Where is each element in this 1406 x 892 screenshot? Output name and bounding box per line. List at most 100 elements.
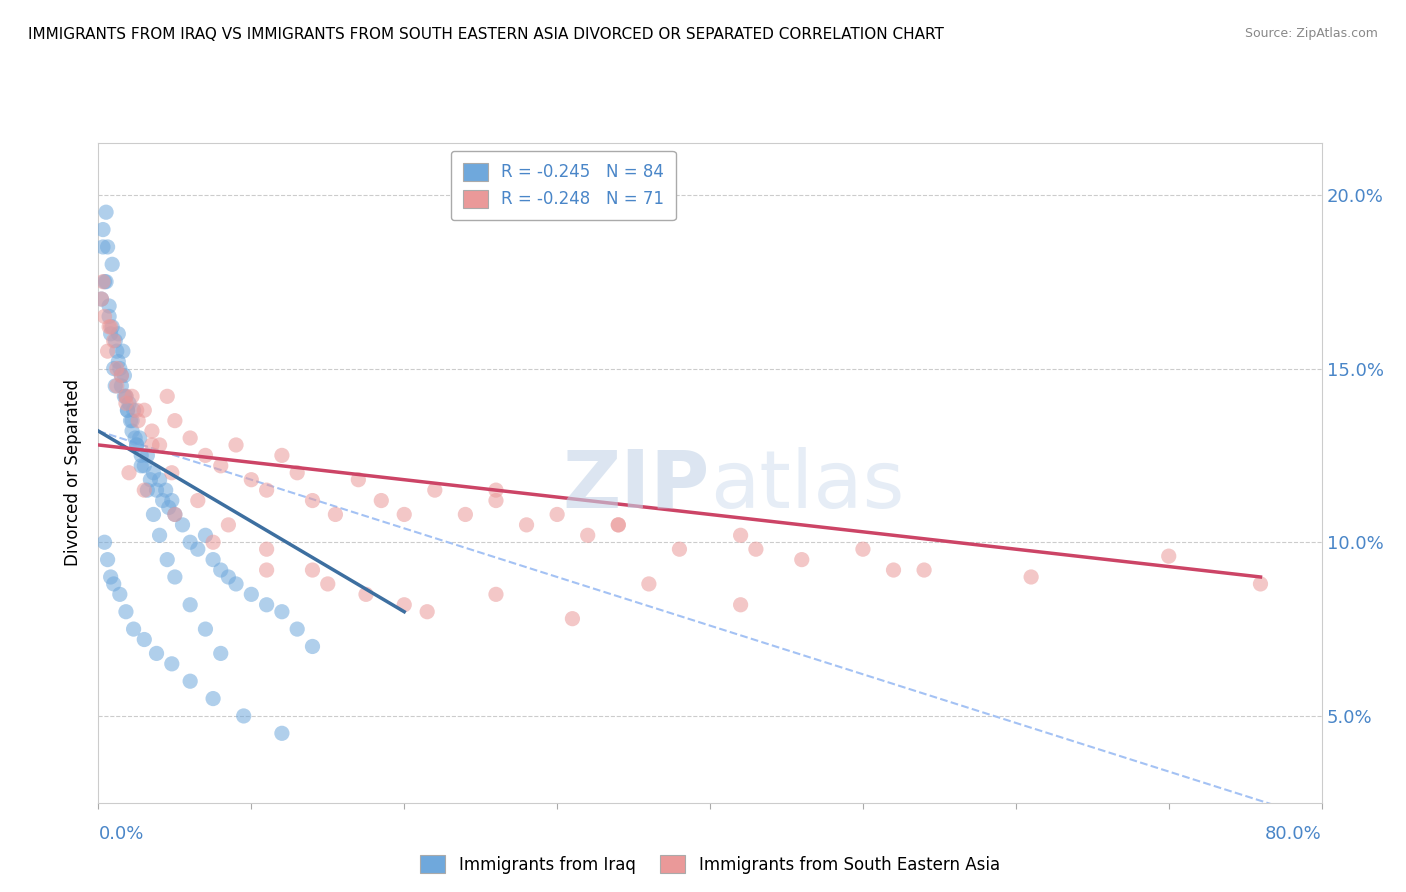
Point: [145, 483, 167, 497]
Point: [883, 563, 905, 577]
Point: [103, 577, 125, 591]
Point: [179, 431, 201, 445]
Point: [256, 542, 278, 557]
Point: [187, 493, 209, 508]
Point: [194, 528, 217, 542]
Point: [105, 344, 128, 359]
Point: [121, 389, 143, 403]
Point: [104, 379, 127, 393]
Point: [745, 542, 768, 557]
Point: [125, 438, 148, 452]
Point: [316, 577, 339, 591]
Y-axis label: Divorced or Separated: Divorced or Separated: [65, 379, 83, 566]
Point: [392, 508, 416, 522]
Point: [142, 466, 165, 480]
Point: [225, 438, 247, 452]
Point: [202, 552, 225, 566]
Point: [100, 319, 122, 334]
Point: [97, 240, 120, 254]
Point: [127, 414, 149, 428]
Point: [852, 542, 875, 557]
Point: [454, 508, 477, 522]
Point: [607, 517, 630, 532]
Point: [270, 449, 292, 463]
Point: [485, 483, 508, 497]
Point: [209, 563, 232, 577]
Point: [730, 528, 752, 542]
Point: [142, 508, 165, 522]
Point: [240, 473, 263, 487]
Point: [108, 361, 131, 376]
Point: [107, 354, 129, 368]
Point: [103, 361, 125, 376]
Point: [179, 674, 201, 689]
Text: ZIP: ZIP: [562, 447, 710, 525]
Text: atlas: atlas: [710, 447, 904, 525]
Point: [98, 299, 121, 313]
Point: [103, 334, 125, 348]
Point: [98, 319, 121, 334]
Point: [91, 275, 114, 289]
Point: [156, 552, 179, 566]
Point: [94, 205, 117, 219]
Point: [301, 640, 323, 654]
Point: [270, 726, 292, 740]
Text: 0.0%: 0.0%: [98, 825, 143, 843]
Point: [121, 424, 143, 438]
Point: [115, 605, 138, 619]
Point: [105, 361, 128, 376]
Point: [160, 657, 183, 671]
Point: [209, 647, 232, 661]
Point: [232, 709, 254, 723]
Point: [172, 517, 194, 532]
Point: [270, 605, 292, 619]
Point: [194, 449, 217, 463]
Point: [217, 517, 239, 532]
Point: [217, 570, 239, 584]
Point: [145, 647, 167, 661]
Point: [93, 310, 115, 324]
Point: [301, 493, 323, 508]
Point: [90, 292, 112, 306]
Point: [155, 483, 177, 497]
Point: [120, 414, 142, 428]
Point: [124, 431, 146, 445]
Point: [561, 612, 583, 626]
Point: [485, 587, 508, 601]
Point: [121, 414, 143, 428]
Point: [790, 552, 813, 566]
Point: [93, 535, 115, 549]
Point: [141, 438, 163, 452]
Point: [347, 473, 370, 487]
Point: [112, 368, 135, 383]
Point: [122, 403, 145, 417]
Point: [107, 326, 129, 341]
Point: [194, 622, 217, 636]
Point: [115, 396, 138, 410]
Point: [354, 587, 377, 601]
Point: [139, 473, 162, 487]
Point: [163, 414, 186, 428]
Point: [134, 458, 156, 473]
Point: [117, 403, 139, 417]
Text: IMMIGRANTS FROM IRAQ VS IMMIGRANTS FROM SOUTH EASTERN ASIA DIVORCED OR SEPARATED: IMMIGRANTS FROM IRAQ VS IMMIGRANTS FROM …: [28, 27, 943, 42]
Point: [100, 326, 122, 341]
Point: [157, 500, 180, 515]
Text: Source: ZipAtlas.com: Source: ZipAtlas.com: [1244, 27, 1378, 40]
Point: [101, 319, 124, 334]
Point: [607, 517, 630, 532]
Point: [152, 493, 174, 508]
Point: [149, 528, 172, 542]
Point: [209, 458, 232, 473]
Point: [112, 389, 135, 403]
Point: [122, 622, 145, 636]
Point: [546, 508, 568, 522]
Point: [110, 368, 132, 383]
Point: [134, 632, 156, 647]
Point: [301, 563, 323, 577]
Point: [129, 458, 152, 473]
Point: [202, 691, 225, 706]
Point: [91, 240, 114, 254]
Point: [100, 570, 122, 584]
Point: [94, 275, 117, 289]
